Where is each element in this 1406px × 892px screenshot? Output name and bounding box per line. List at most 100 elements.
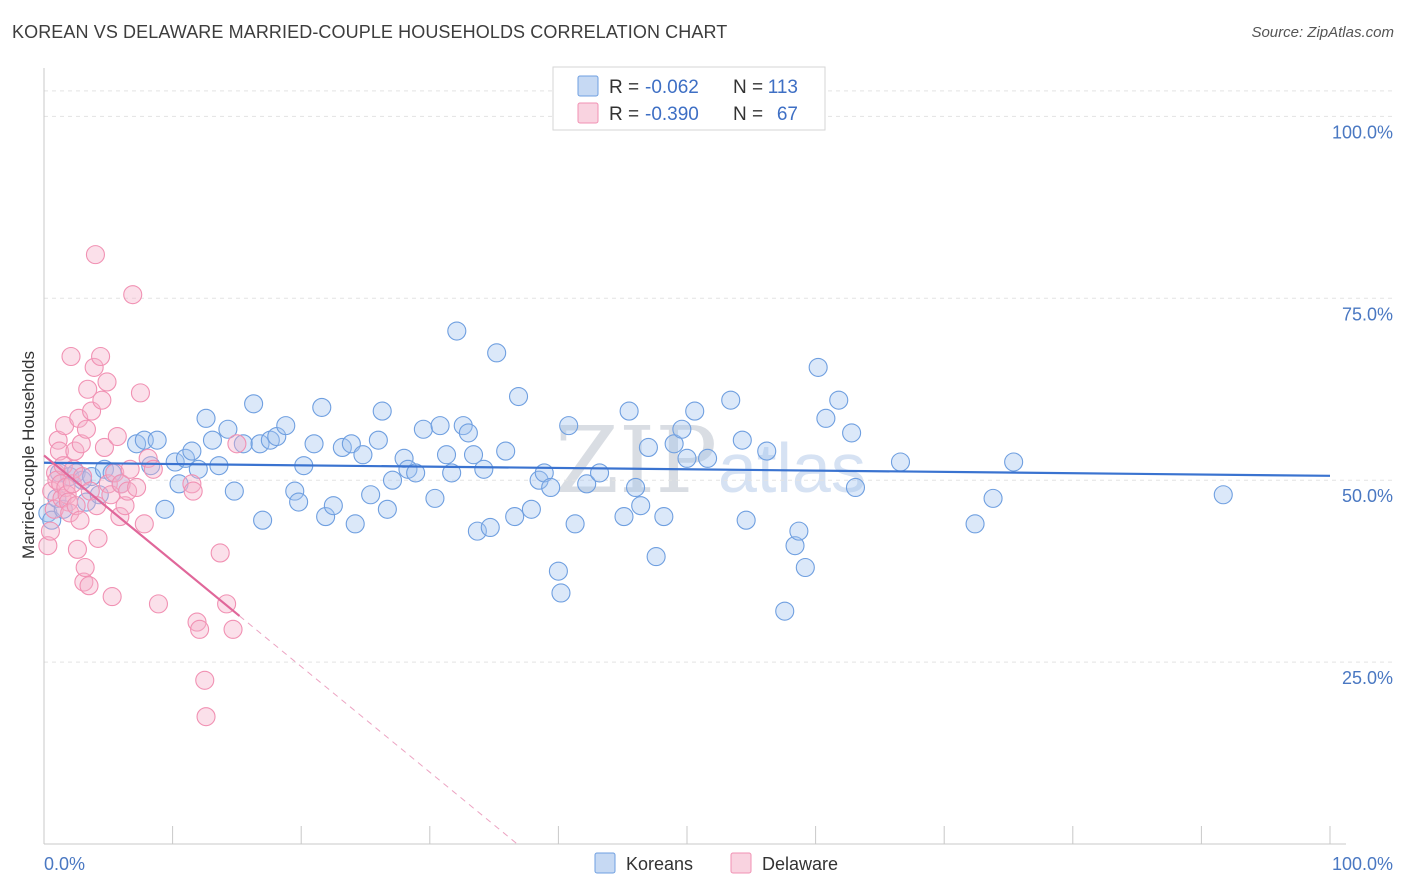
y-tick-label-100: 100.0%	[1332, 122, 1393, 142]
point-delaware-67	[227, 434, 247, 454]
point-koreans-50	[377, 499, 397, 519]
point-koreans-36	[285, 481, 305, 501]
point-koreans-16	[141, 456, 161, 476]
x-tick-label-min: 0.0%	[44, 854, 85, 874]
bottom-legend-koreans: Koreans	[626, 854, 693, 874]
point-koreans-104	[842, 423, 862, 443]
point-koreans-83	[626, 477, 646, 498]
point-koreans-62	[458, 423, 478, 443]
point-delaware-37	[91, 346, 111, 367]
point-koreans-89	[672, 419, 692, 439]
point-delaware-61	[190, 619, 210, 639]
point-delaware-40	[97, 372, 117, 392]
trend-line-koreans	[43, 461, 1331, 477]
point-delaware-62	[195, 670, 215, 690]
point-koreans-49	[372, 401, 392, 421]
point-delaware-27	[75, 557, 95, 578]
y-tick-labels: 25.0% 50.0% 75.0% 100.0%	[1332, 122, 1393, 688]
bottom-legend-delaware: Delaware	[762, 854, 838, 874]
point-koreans-69	[505, 507, 525, 527]
point-koreans-39	[304, 434, 324, 454]
point-koreans-99	[789, 521, 809, 541]
point-koreans-68	[496, 441, 516, 461]
point-koreans-41	[316, 507, 336, 527]
point-delaware-50	[120, 459, 140, 479]
point-koreans-87	[654, 507, 674, 527]
trend-line-delaware	[43, 454, 241, 617]
bottom-legend-swatch-delaware	[730, 852, 752, 874]
point-koreans-46	[353, 445, 373, 465]
point-koreans-92	[698, 448, 718, 468]
point-delaware-17	[62, 474, 82, 494]
chart-title: KOREAN VS DELAWARE MARRIED-COUPLE HOUSEH…	[12, 22, 728, 42]
point-delaware-39	[94, 437, 114, 457]
point-delaware-12	[56, 477, 76, 498]
legend-r-value-koreans: -0.062	[645, 77, 699, 98]
point-koreans-30	[244, 394, 264, 414]
point-koreans-19	[165, 452, 185, 472]
point-delaware-36	[88, 528, 108, 548]
trend-lines	[43, 454, 1331, 845]
point-koreans-58	[436, 445, 457, 465]
point-delaware-7	[49, 441, 69, 461]
point-delaware-59	[183, 481, 203, 501]
y-tick-label-50: 50.0%	[1342, 486, 1393, 506]
point-delaware-1	[40, 521, 60, 541]
point-delaware-10	[53, 456, 73, 476]
point-koreans-25	[202, 430, 223, 450]
point-koreans-54	[406, 463, 426, 483]
point-koreans-70	[508, 386, 529, 407]
point-delaware-19	[65, 441, 85, 461]
point-koreans-81	[614, 507, 634, 527]
point-delaware-66	[223, 619, 243, 639]
point-delaware-30	[79, 576, 99, 596]
point-koreans-64	[467, 521, 487, 541]
point-koreans-101	[808, 357, 828, 377]
legend-swatch-koreans	[577, 75, 599, 97]
point-delaware-28	[76, 419, 96, 439]
legend-r-label-delaware: R =	[609, 104, 639, 125]
legend-n-label-delaware: N =	[733, 104, 763, 125]
legend-r-label-koreans: R =	[609, 77, 639, 98]
point-koreans-29	[233, 434, 253, 454]
point-koreans-18	[155, 499, 175, 519]
point-delaware-53	[130, 383, 150, 403]
point-delaware-60	[187, 612, 207, 632]
point-koreans-32	[253, 510, 273, 530]
point-koreans-94	[732, 430, 752, 450]
point-koreans-56	[425, 488, 445, 508]
y-tick-label-25: 25.0%	[1342, 668, 1393, 688]
point-koreans-78	[565, 514, 585, 534]
point-koreans-24	[196, 408, 216, 428]
point-delaware-23	[70, 510, 90, 530]
point-koreans-42	[323, 496, 343, 516]
point-koreans-95	[736, 510, 756, 530]
point-koreans-106	[890, 452, 911, 472]
point-koreans-63	[463, 445, 484, 465]
point-koreans-37	[289, 492, 309, 512]
point-delaware-58	[182, 474, 202, 494]
point-delaware-52	[127, 477, 147, 498]
point-koreans-59	[442, 463, 462, 483]
point-koreans-67	[487, 343, 507, 363]
point-koreans-109	[1004, 452, 1024, 472]
point-koreans-86	[646, 547, 666, 567]
point-koreans-84	[631, 496, 651, 516]
point-koreans-65	[474, 459, 494, 479]
point-koreans-35	[276, 416, 296, 436]
point-koreans-96	[757, 441, 777, 461]
bottom-legend: Koreans Delaware	[594, 852, 838, 874]
point-delaware-64	[210, 543, 230, 563]
point-koreans-66	[480, 517, 500, 538]
point-koreans-40	[312, 397, 332, 417]
point-delaware-51	[123, 285, 143, 305]
point-delaware-43	[102, 587, 122, 607]
point-delaware-47	[111, 474, 131, 494]
legend: R = -0.062 N = 113 R = -0.390 N = 67	[552, 66, 826, 131]
gridlines	[44, 90, 1392, 663]
point-delaware-26	[74, 572, 94, 592]
point-koreans-110	[1213, 485, 1233, 505]
point-koreans-17	[147, 430, 167, 450]
point-koreans-105	[845, 477, 866, 498]
point-koreans-91	[685, 401, 705, 421]
